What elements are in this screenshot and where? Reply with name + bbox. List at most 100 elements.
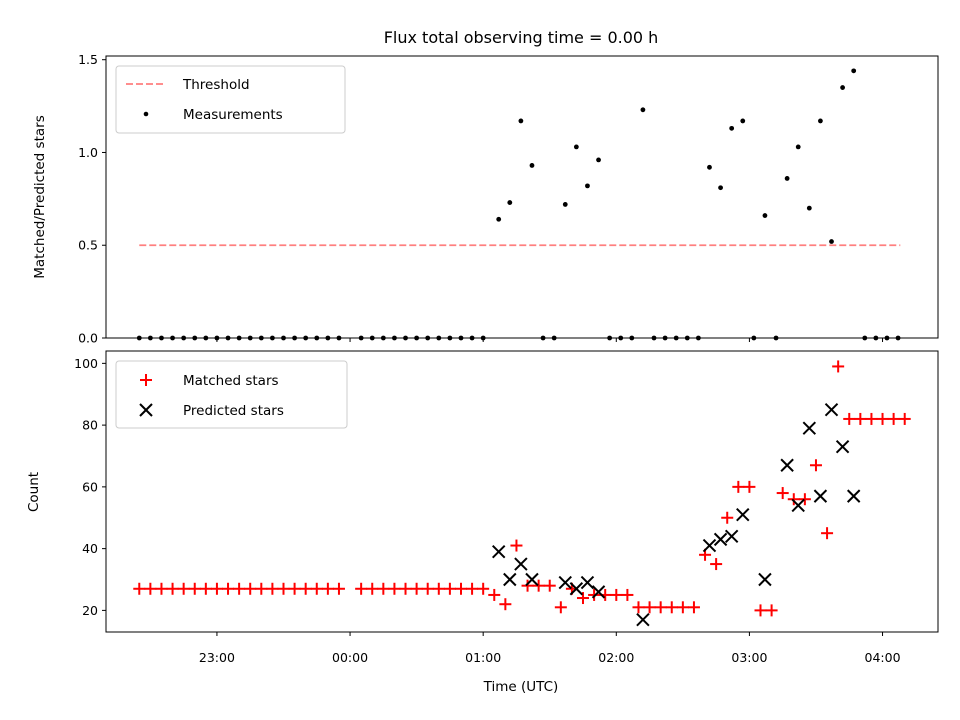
x-tick-label: 23:00 <box>199 650 235 665</box>
bottom-legend-box <box>115 360 348 429</box>
measurement-point <box>640 107 646 113</box>
matched-star-point <box>843 412 856 425</box>
matched-star-point <box>643 601 656 614</box>
predicted-star-point <box>503 572 517 587</box>
matched-star-point <box>743 480 756 493</box>
bottom-axes-frame <box>105 350 939 633</box>
bottom-y-tick-label: 40 <box>82 541 98 556</box>
top-plot-area: 0.0 0.5 1.0 1.5 <box>78 52 939 346</box>
top-y-tick-label: 1.0 <box>78 145 98 160</box>
top-axes-frame <box>105 55 939 339</box>
matched-star-point <box>821 527 834 540</box>
matched-star-point <box>676 601 689 614</box>
bottom-legend: Matched stars Predicted stars <box>115 360 348 429</box>
measurement-point <box>518 118 524 124</box>
matched-star-point <box>687 601 700 614</box>
predicted-star-point <box>758 572 772 587</box>
predicted-star-point <box>813 489 828 503</box>
matched-star-point <box>133 582 146 595</box>
matched-star-point <box>732 480 745 493</box>
measurement-point <box>829 239 834 244</box>
legend-predicted-marker <box>139 403 153 417</box>
x-tick-label: 04:00 <box>865 650 901 665</box>
matched-star-point <box>366 582 379 595</box>
matched-star-point <box>554 601 567 614</box>
matched-star-point <box>299 582 312 595</box>
matched-star-point <box>355 582 368 595</box>
measurement-point <box>573 144 579 150</box>
bottom-y-axis-label: Count <box>26 472 42 512</box>
legend-matched-label: Matched stars <box>183 373 279 389</box>
measurement-point <box>806 205 812 211</box>
matched-star-point <box>199 582 212 595</box>
top-legend: Threshold Measurements <box>115 65 346 134</box>
matched-star-point <box>876 412 889 425</box>
matched-star-point <box>432 582 445 595</box>
matched-star-point <box>898 412 911 425</box>
predicted-star-point <box>713 532 728 547</box>
matched-star-point <box>155 582 168 595</box>
top-y-axis-label: Matched/Predicted stars <box>32 115 48 278</box>
predicted-star-point <box>558 575 572 590</box>
predicted-star-point <box>802 421 817 435</box>
measurement-point <box>507 200 513 205</box>
matched-star-point <box>865 412 878 425</box>
matched-star-point <box>610 588 623 601</box>
matched-star-point <box>776 487 789 500</box>
legend-threshold-label: Threshold <box>182 77 250 93</box>
matched-star-point <box>543 579 556 592</box>
top-ticks: 0.0 0.5 1.0 1.5 <box>78 52 884 346</box>
matched-star-point <box>809 459 822 472</box>
measurement-point <box>529 163 535 168</box>
bottom-y-tick-label: 80 <box>82 418 98 433</box>
bottom-plot-area: 20 40 60 80 100 23:00 00:00 01:00 02:00 03:00 04:0… <box>74 350 939 665</box>
predicted-star-point <box>591 585 606 599</box>
predicted-star-point <box>580 575 595 590</box>
matched-star-point <box>532 579 545 592</box>
predicted-star-point <box>835 440 850 454</box>
predicted-star-point <box>491 545 506 559</box>
legend-measurement-marker <box>143 111 149 117</box>
matched-star-point <box>399 582 412 595</box>
matched-star-point <box>288 582 301 595</box>
matched-star-point <box>832 360 845 373</box>
matched-star-point <box>443 582 456 595</box>
matched-star-point <box>310 582 323 595</box>
top-chart-title: Flux total observing time = 0.00 h <box>384 28 659 47</box>
top-y-tick-label: 1.5 <box>78 52 98 67</box>
matched-star-point <box>466 582 479 595</box>
matched-star-point <box>321 582 334 595</box>
matched-star-point <box>499 598 512 611</box>
matched-star-point <box>754 604 767 617</box>
matched-star-point <box>188 582 201 595</box>
matched-star-point <box>410 582 423 595</box>
legend-matched-marker <box>140 374 152 386</box>
x-tick-label: 03:00 <box>731 650 767 665</box>
measurement-point <box>762 213 768 218</box>
x-tick-label: 00:00 <box>332 650 368 665</box>
predicted-star-point <box>791 498 805 513</box>
matched-star-point <box>255 582 268 595</box>
matched-star-point <box>765 604 778 617</box>
x-axis-label: Time (UTC) <box>483 679 559 695</box>
bottom-ticks: 20 40 60 80 100 23:00 00:00 01:00 02:00 03:00 04:0… <box>74 356 900 665</box>
measurement-point <box>818 118 823 124</box>
bottom-marks <box>133 360 911 627</box>
predicted-star-point <box>780 458 794 472</box>
matched-star-point <box>632 601 645 614</box>
matched-star-point <box>488 588 501 601</box>
matched-star-point <box>332 582 345 595</box>
matched-star-point <box>787 493 800 506</box>
matched-star-point <box>233 582 246 595</box>
predicted-star-point <box>824 402 839 417</box>
matched-star-point <box>177 582 190 595</box>
matched-star-point <box>388 582 401 595</box>
matched-star-point <box>710 558 723 571</box>
predicted-star-point <box>569 582 584 596</box>
predicted-star-point <box>846 489 861 503</box>
measurement-point <box>840 85 845 90</box>
matched-star-point <box>377 582 390 595</box>
matched-star-point <box>798 493 811 506</box>
matched-star-point <box>654 601 667 614</box>
